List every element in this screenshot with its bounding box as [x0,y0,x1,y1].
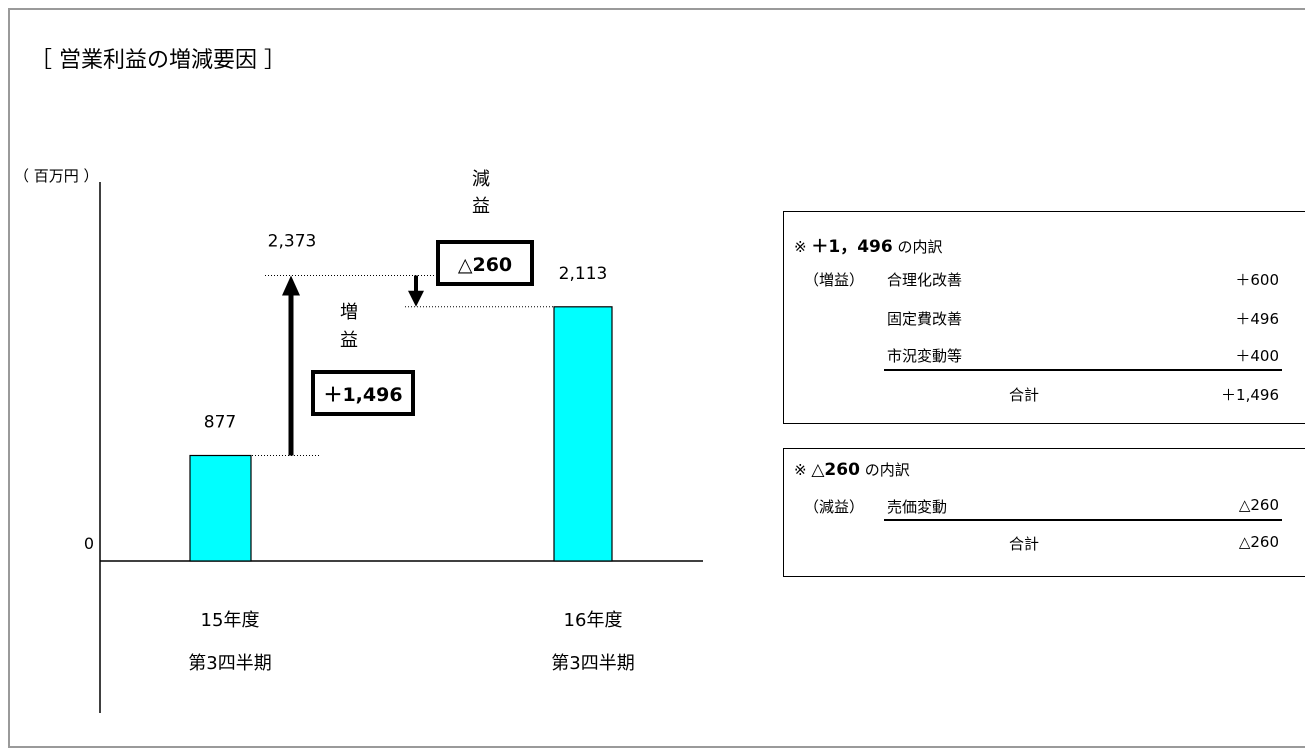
decrease-value-label: △260 [458,254,512,276]
decrease-arrow-head [408,290,424,307]
item-label: 売価変動 [887,498,948,516]
increase-tag: （増益） [804,271,865,289]
header-prefix: ※ [794,238,807,256]
item-label: 合理化改善 [887,271,963,289]
total-label: 合計 [1009,386,1040,404]
category-label: 第3四半期 [551,653,634,674]
peak-value-label: 2,373 [268,232,317,252]
decrease-breakdown-header: ※ △260 の内訳 [794,459,910,480]
plot-area: 087715年度第3四半期2,11316年度第3四半期2,373増益＋1,496… [84,169,703,713]
decrease-value-box [436,240,534,286]
increase-side-label: 増 [340,302,358,323]
decrease-side-label: 益 [472,196,490,217]
unit-label: （ 百万円 ） [14,167,99,185]
chart-title: ［ 営業利益の増減要因 ］ [30,48,286,73]
zero-tick-label: 0 [84,534,94,553]
item-value: ＋400 [1235,347,1279,365]
decrease-side-label: 減 [472,169,490,190]
total-value: ＋1,496 [1221,386,1279,404]
bar-value-label: 877 [204,412,236,432]
category-label: 16年度 [564,610,623,631]
item-label: 市況変動等 [887,347,963,365]
header-value: △260 [811,460,860,480]
decrease-breakdown-box: ※ △260 の内訳 （減益） 売価変動 △260 合計 △260 [783,448,1305,577]
bar [553,306,613,562]
bar-value-label: 2,113 [559,264,608,284]
item-value: ＋496 [1235,310,1279,328]
bar [189,454,252,562]
header-suffix: の内訳 [897,238,943,256]
increase-breakdown-header: ※ ＋1，496 の内訳 [794,232,942,257]
increase-side-label: 益 [340,330,358,351]
header-prefix: ※ [794,461,807,479]
header-value: ＋1，496 [811,237,893,257]
category-label: 15年度 [201,610,260,631]
decrease-tag: （減益） [804,498,865,516]
item-value: ＋600 [1235,271,1279,289]
increase-value-box [311,370,415,416]
total-label: 合計 [1009,535,1040,553]
total-value: △260 [1238,533,1279,551]
total-divider [884,369,1282,371]
category-label: 第3四半期 [188,653,271,674]
item-label: 固定費改善 [887,310,963,328]
increase-arrow-head [282,275,300,296]
increase-value-label: ＋1,496 [323,384,402,406]
header-suffix: の内訳 [864,461,910,479]
total-divider [884,519,1282,521]
increase-breakdown-box: ※ ＋1，496 の内訳 （増益） 合理化改善 ＋600 固定費改善 ＋496 … [783,211,1305,424]
item-value: △260 [1238,496,1279,514]
